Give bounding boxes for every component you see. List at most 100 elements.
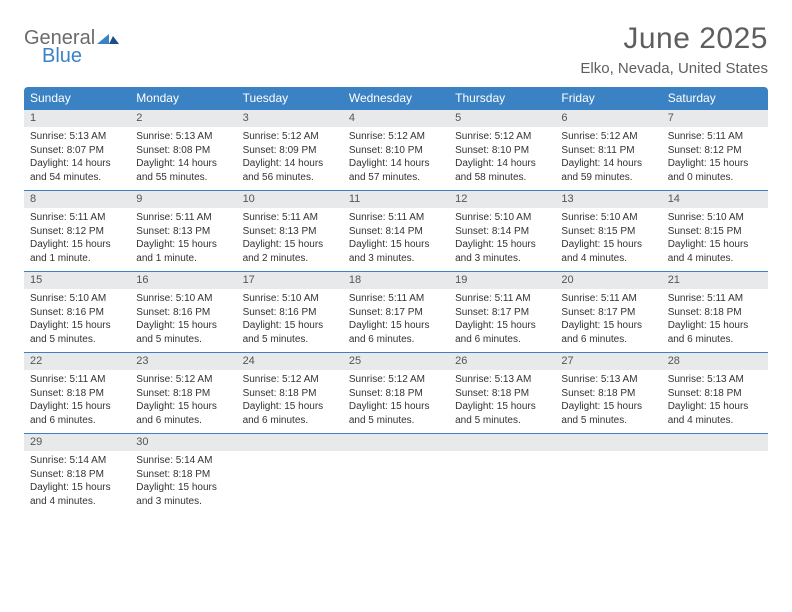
day-d2: and 6 minutes. — [349, 333, 443, 347]
day-sr: Sunrise: 5:12 AM — [136, 373, 230, 387]
day-d2: and 6 minutes. — [243, 414, 337, 428]
day-sr: Sunrise: 5:10 AM — [455, 211, 549, 225]
day-d2: and 6 minutes. — [30, 414, 124, 428]
day-d1: Daylight: 15 hours — [30, 481, 124, 495]
calendar: Sunday Monday Tuesday Wednesday Thursday… — [24, 87, 768, 514]
day-sr: Sunrise: 5:11 AM — [30, 373, 124, 387]
day-d2: and 1 minute. — [136, 252, 230, 266]
day-ss: Sunset: 8:18 PM — [30, 468, 124, 482]
day-ss: Sunset: 8:16 PM — [243, 306, 337, 320]
week-row: 8Sunrise: 5:11 AMSunset: 8:12 PMDaylight… — [24, 190, 768, 271]
day-header-row: Sunday Monday Tuesday Wednesday Thursday… — [24, 87, 768, 110]
day-detail: Sunrise: 5:13 AMSunset: 8:07 PMDaylight:… — [24, 127, 130, 190]
day-detail: Sunrise: 5:12 AMSunset: 8:18 PMDaylight:… — [130, 370, 236, 433]
day-d2: and 6 minutes. — [668, 333, 762, 347]
day-sr: Sunrise: 5:13 AM — [561, 373, 655, 387]
day-number: 22 — [24, 353, 130, 370]
day-d2: and 57 minutes. — [349, 171, 443, 185]
day-cell: 21Sunrise: 5:11 AMSunset: 8:18 PMDayligh… — [662, 272, 768, 352]
day-ss: Sunset: 8:15 PM — [668, 225, 762, 239]
day-cell — [449, 434, 555, 514]
day-number: 28 — [662, 353, 768, 370]
day-sr: Sunrise: 5:13 AM — [136, 130, 230, 144]
day-cell: 12Sunrise: 5:10 AMSunset: 8:14 PMDayligh… — [449, 191, 555, 271]
day-number: 11 — [343, 191, 449, 208]
day-ss: Sunset: 8:12 PM — [30, 225, 124, 239]
day-ss: Sunset: 8:17 PM — [349, 306, 443, 320]
day-number: 17 — [237, 272, 343, 289]
day-cell: 4Sunrise: 5:12 AMSunset: 8:10 PMDaylight… — [343, 110, 449, 190]
day-ss: Sunset: 8:17 PM — [455, 306, 549, 320]
day-number: 18 — [343, 272, 449, 289]
day-cell: 30Sunrise: 5:14 AMSunset: 8:18 PMDayligh… — [130, 434, 236, 514]
day-detail: Sunrise: 5:13 AMSunset: 8:18 PMDaylight:… — [555, 370, 661, 433]
day-ss: Sunset: 8:07 PM — [30, 144, 124, 158]
day-ss: Sunset: 8:09 PM — [243, 144, 337, 158]
day-header-mon: Monday — [130, 87, 236, 110]
day-d2: and 5 minutes. — [243, 333, 337, 347]
day-detail: Sunrise: 5:10 AMSunset: 8:16 PMDaylight:… — [237, 289, 343, 352]
day-sr: Sunrise: 5:11 AM — [349, 211, 443, 225]
day-detail: Sunrise: 5:11 AMSunset: 8:13 PMDaylight:… — [130, 208, 236, 271]
day-cell: 22Sunrise: 5:11 AMSunset: 8:18 PMDayligh… — [24, 353, 130, 433]
day-ss: Sunset: 8:16 PM — [136, 306, 230, 320]
day-d2: and 4 minutes. — [561, 252, 655, 266]
day-detail: Sunrise: 5:13 AMSunset: 8:08 PMDaylight:… — [130, 127, 236, 190]
day-number: 4 — [343, 110, 449, 127]
day-sr: Sunrise: 5:12 AM — [243, 373, 337, 387]
day-cell: 24Sunrise: 5:12 AMSunset: 8:18 PMDayligh… — [237, 353, 343, 433]
day-number: 13 — [555, 191, 661, 208]
day-detail: Sunrise: 5:12 AMSunset: 8:18 PMDaylight:… — [343, 370, 449, 433]
day-detail: Sunrise: 5:11 AMSunset: 8:14 PMDaylight:… — [343, 208, 449, 271]
day-detail — [662, 451, 768, 509]
day-cell: 9Sunrise: 5:11 AMSunset: 8:13 PMDaylight… — [130, 191, 236, 271]
day-detail: Sunrise: 5:14 AMSunset: 8:18 PMDaylight:… — [130, 451, 236, 514]
day-detail: Sunrise: 5:10 AMSunset: 8:16 PMDaylight:… — [24, 289, 130, 352]
day-d1: Daylight: 15 hours — [561, 400, 655, 414]
day-number — [237, 434, 343, 451]
day-ss: Sunset: 8:13 PM — [136, 225, 230, 239]
page-title: June 2025 — [580, 22, 768, 56]
day-detail: Sunrise: 5:11 AMSunset: 8:12 PMDaylight:… — [24, 208, 130, 271]
day-detail: Sunrise: 5:11 AMSunset: 8:17 PMDaylight:… — [343, 289, 449, 352]
brand-word2: Blue — [24, 46, 119, 66]
week-row: 29Sunrise: 5:14 AMSunset: 8:18 PMDayligh… — [24, 433, 768, 514]
day-sr: Sunrise: 5:11 AM — [136, 211, 230, 225]
day-d1: Daylight: 15 hours — [668, 400, 762, 414]
day-d2: and 54 minutes. — [30, 171, 124, 185]
day-cell: 28Sunrise: 5:13 AMSunset: 8:18 PMDayligh… — [662, 353, 768, 433]
day-sr: Sunrise: 5:11 AM — [243, 211, 337, 225]
day-ss: Sunset: 8:18 PM — [668, 306, 762, 320]
day-d2: and 2 minutes. — [243, 252, 337, 266]
day-number: 5 — [449, 110, 555, 127]
day-number: 24 — [237, 353, 343, 370]
day-d1: Daylight: 15 hours — [349, 238, 443, 252]
day-d1: Daylight: 15 hours — [136, 400, 230, 414]
day-sr: Sunrise: 5:13 AM — [455, 373, 549, 387]
day-ss: Sunset: 8:18 PM — [243, 387, 337, 401]
day-d1: Daylight: 14 hours — [136, 157, 230, 171]
day-sr: Sunrise: 5:10 AM — [561, 211, 655, 225]
day-detail: Sunrise: 5:13 AMSunset: 8:18 PMDaylight:… — [662, 370, 768, 433]
week-row: 22Sunrise: 5:11 AMSunset: 8:18 PMDayligh… — [24, 352, 768, 433]
day-sr: Sunrise: 5:10 AM — [243, 292, 337, 306]
day-d1: Daylight: 15 hours — [668, 319, 762, 333]
day-cell: 15Sunrise: 5:10 AMSunset: 8:16 PMDayligh… — [24, 272, 130, 352]
day-number: 6 — [555, 110, 661, 127]
day-cell: 16Sunrise: 5:10 AMSunset: 8:16 PMDayligh… — [130, 272, 236, 352]
day-cell: 3Sunrise: 5:12 AMSunset: 8:09 PMDaylight… — [237, 110, 343, 190]
day-cell: 10Sunrise: 5:11 AMSunset: 8:13 PMDayligh… — [237, 191, 343, 271]
day-detail — [237, 451, 343, 509]
day-number: 3 — [237, 110, 343, 127]
day-ss: Sunset: 8:18 PM — [349, 387, 443, 401]
day-number: 2 — [130, 110, 236, 127]
day-d2: and 3 minutes. — [136, 495, 230, 509]
day-d1: Daylight: 15 hours — [668, 157, 762, 171]
day-ss: Sunset: 8:17 PM — [561, 306, 655, 320]
day-ss: Sunset: 8:14 PM — [455, 225, 549, 239]
day-sr: Sunrise: 5:11 AM — [668, 292, 762, 306]
day-ss: Sunset: 8:18 PM — [668, 387, 762, 401]
day-d2: and 6 minutes. — [561, 333, 655, 347]
day-number: 23 — [130, 353, 236, 370]
day-sr: Sunrise: 5:10 AM — [136, 292, 230, 306]
